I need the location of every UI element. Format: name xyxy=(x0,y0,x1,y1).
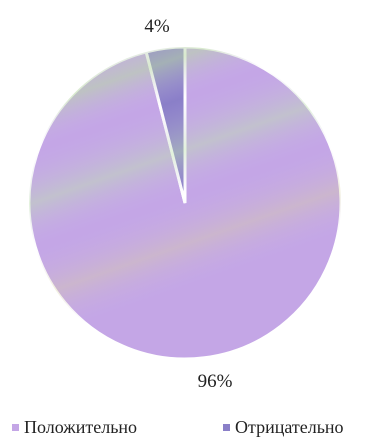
legend-label-positive: Положительно xyxy=(24,417,137,437)
pie-texture xyxy=(29,47,341,359)
slice-labels: 96% 4% xyxy=(144,16,232,392)
legend-swatch-negative xyxy=(223,424,230,431)
legend: Положительно Отрицательно xyxy=(12,417,344,437)
legend-swatch-positive xyxy=(12,424,19,431)
slice-label-negative: 4% xyxy=(144,16,170,37)
legend-item-positive: Положительно xyxy=(12,417,137,437)
legend-label-negative: Отрицательно xyxy=(235,417,344,437)
slice-label-positive: 96% xyxy=(198,371,233,392)
legend-item-negative: Отрицательно xyxy=(223,417,344,437)
